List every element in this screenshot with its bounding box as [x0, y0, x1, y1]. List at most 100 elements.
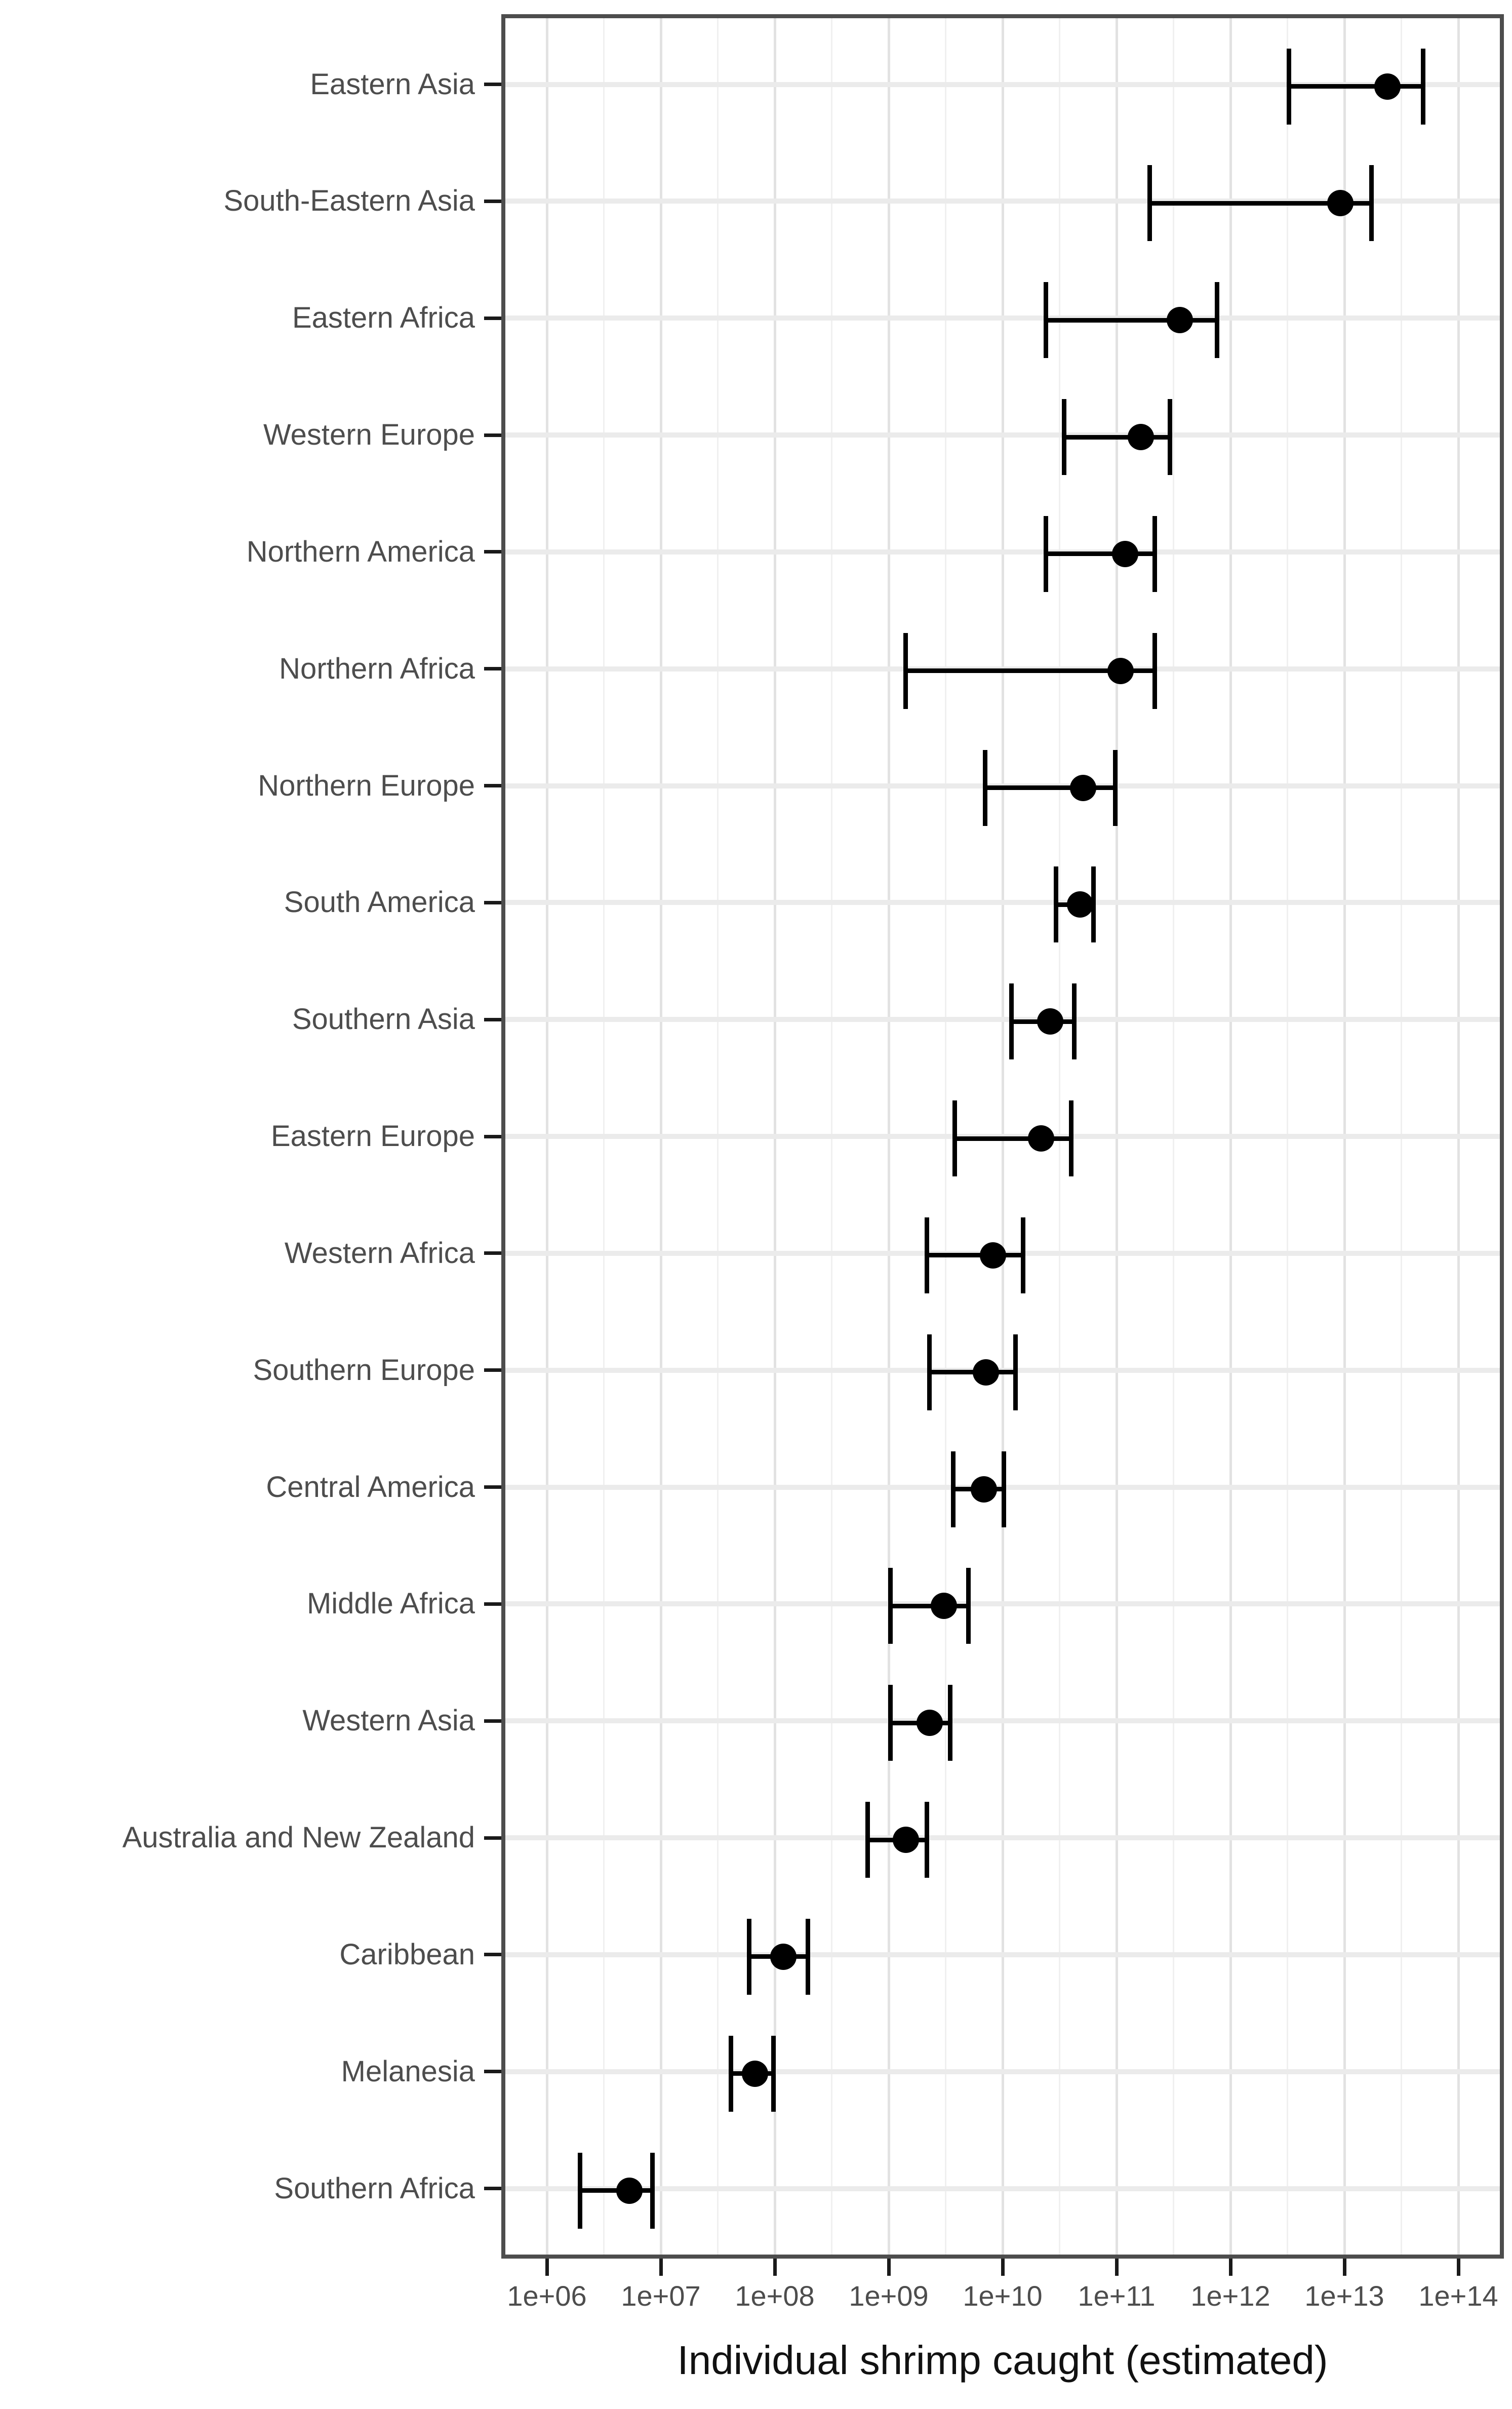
errorbar-cap-high [1021, 1217, 1026, 1293]
x-axis-tick [773, 2259, 777, 2276]
errorbar-cap-high [650, 2152, 655, 2229]
y-axis-label: Caribbean [339, 1938, 475, 1971]
data-point [616, 2177, 643, 2204]
x-axis-tick-label: 1e+08 [735, 2280, 815, 2312]
y-axis-tick [484, 784, 501, 787]
errorbar-cap-low [747, 1918, 752, 1995]
errorbar [1046, 318, 1217, 323]
y-axis-label: Northern Europe [258, 769, 475, 802]
data-point [1027, 1125, 1054, 1152]
errorbar-cap-low [1062, 399, 1067, 475]
errorbar-cap-high [948, 1685, 953, 1761]
x-axis-tick-label: 1e+07 [621, 2280, 701, 2312]
errorbar-cap-low [1043, 516, 1048, 592]
errorbar-cap-high [771, 2035, 776, 2112]
errorbar-cap-low [951, 1451, 956, 1527]
errorbar-cap-low [1043, 282, 1048, 359]
errorbar-cap-high [1152, 633, 1158, 709]
y-axis-label: Southern Africa [274, 2171, 475, 2205]
errorbar-cap-high [1071, 983, 1077, 1060]
y-axis-label: Western Europe [263, 418, 475, 451]
row-gridline [505, 1017, 1500, 1022]
y-axis-tick [484, 316, 501, 320]
y-axis-label: Western Asia [302, 1704, 475, 1737]
y-axis-tick [484, 1953, 501, 1957]
errorbar-cap-low [903, 633, 908, 709]
y-axis-tick [484, 2187, 501, 2190]
y-axis-tick [484, 1836, 501, 1840]
y-axis-label: Western Africa [284, 1236, 475, 1270]
data-point [1107, 657, 1134, 684]
errorbar-cap-high [1214, 282, 1219, 359]
data-point [1070, 774, 1097, 801]
y-axis-label: South America [284, 886, 475, 919]
y-axis-tick [484, 433, 501, 437]
errorbar-cap-low [1009, 983, 1014, 1060]
errorbar-cap-low [865, 1802, 870, 1878]
errorbar [580, 2188, 653, 2193]
data-point [892, 1827, 919, 1853]
errorbar-cap-high [805, 1918, 810, 1995]
row-gridline [505, 1718, 1500, 1724]
errorbar [905, 668, 1155, 674]
x-axis-tick-label: 1e+09 [849, 2280, 929, 2312]
y-axis-tick [484, 1251, 501, 1255]
errorbar-cap-high [1369, 165, 1374, 242]
y-axis-label: Southern Asia [292, 1003, 475, 1036]
x-axis-tick [545, 2259, 549, 2276]
x-axis-tick-label: 1e+13 [1304, 2280, 1384, 2312]
row-gridline [505, 2069, 1500, 2074]
row-gridline [505, 432, 1500, 438]
x-axis-tick [1115, 2259, 1119, 2276]
y-axis-label: Southern Europe [253, 1353, 475, 1387]
errorbar-cap-high [1420, 48, 1425, 125]
x-axis-tick-label: 1e+12 [1190, 2280, 1270, 2312]
data-point [1037, 1008, 1063, 1035]
x-axis-tick [659, 2259, 663, 2276]
errorbar-cap-high [966, 1568, 971, 1644]
x-axis-tick-label: 1e+14 [1418, 2280, 1498, 2312]
y-axis-tick [484, 1017, 501, 1021]
x-axis-tick-label: 1e+06 [507, 2280, 587, 2312]
errorbar-cap-low [952, 1100, 957, 1176]
errorbar-cap-high [925, 1802, 930, 1878]
errorbar [1289, 84, 1423, 89]
x-axis-tick [1001, 2259, 1005, 2276]
row-gridline [505, 900, 1500, 905]
errorbar [927, 1253, 1023, 1258]
y-axis-label: Northern Africa [279, 652, 475, 685]
x-axis-title: Individual shrimp caught (estimated) [677, 2338, 1328, 2383]
errorbar-cap-high [1001, 1451, 1006, 1527]
plot-panel [501, 14, 1504, 2259]
y-axis-tick [484, 83, 501, 86]
data-point [930, 1593, 957, 1620]
errorbar-cap-low [927, 1334, 932, 1410]
y-axis-label: Melanesia [341, 2055, 475, 2088]
x-axis-tick [1228, 2259, 1232, 2276]
data-point [916, 1710, 943, 1736]
y-axis-tick [484, 550, 501, 554]
errorbar-cap-low [983, 749, 988, 826]
y-axis-tick [484, 667, 501, 671]
data-point [770, 1943, 797, 1970]
data-point [1127, 424, 1154, 450]
row-gridline [505, 1952, 1500, 1957]
row-gridline [505, 1601, 1500, 1607]
y-axis-tick [484, 1134, 501, 1138]
errorbar [1046, 551, 1155, 557]
x-axis-tick-label: 1e+11 [1078, 2280, 1156, 2312]
errorbar-cap-high [1013, 1334, 1018, 1410]
errorbar [954, 1136, 1071, 1141]
y-axis-label: Central America [266, 1470, 475, 1504]
errorbar-cap-low [1053, 866, 1058, 943]
x-axis-tick-label: 1e+10 [963, 2280, 1043, 2312]
data-point [742, 2060, 769, 2087]
errorbar-cap-low [888, 1685, 893, 1761]
y-axis-label: South-Eastern Asia [223, 184, 475, 218]
row-gridline [505, 82, 1500, 87]
x-axis-tick [1342, 2259, 1346, 2276]
row-gridline [505, 2186, 1500, 2191]
data-point [980, 1242, 1007, 1269]
row-gridline [505, 315, 1500, 321]
x-axis-tick [887, 2259, 891, 2276]
